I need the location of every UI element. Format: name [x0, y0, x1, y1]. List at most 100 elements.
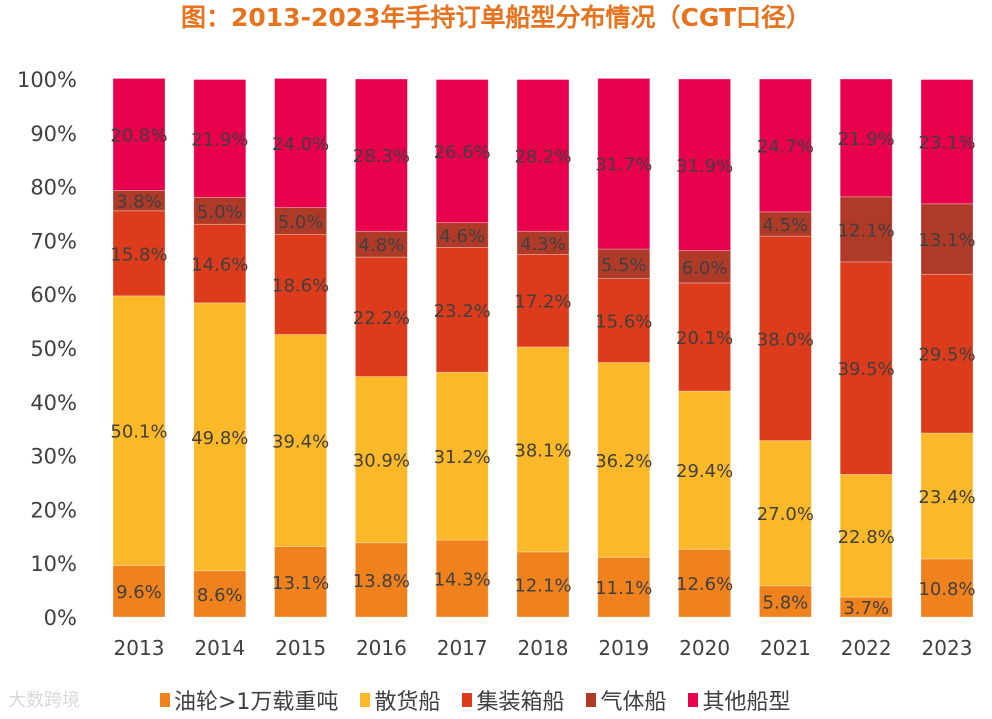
data-label: 23.2% — [434, 301, 491, 322]
data-label: 13.1% — [918, 230, 975, 251]
y-tick-label: 50% — [30, 337, 77, 361]
bar-segment — [759, 235, 812, 441]
stacked-bar-chart: 0% 10% 20% 30% 40% 50% 60% 70% 80% 90% 100% 9.6% 50.… — [17, 68, 976, 660]
data-label: 26.6% — [434, 142, 491, 163]
bar-segment — [597, 556, 651, 618]
data-label: 17.2% — [514, 292, 571, 313]
bar-segment — [354, 256, 408, 377]
bar-segment — [193, 302, 247, 572]
bar-segment — [920, 273, 974, 434]
data-label: 12.1% — [514, 575, 571, 596]
watermark-logo: 大数跨境 — [8, 690, 80, 711]
data-label: 23.4% — [918, 487, 975, 508]
bar-segment — [839, 261, 893, 475]
data-label: 12.1% — [838, 220, 895, 241]
y-tick-label: 20% — [30, 498, 77, 522]
bar-segment — [678, 390, 731, 550]
data-label: 13.1% — [272, 573, 329, 594]
bar-segment — [274, 334, 328, 547]
y-tick-label: 60% — [30, 283, 77, 307]
bar-segment — [274, 234, 328, 335]
x-tick-label: 2014 — [194, 636, 245, 660]
legend-label: 集装箱船 — [476, 690, 565, 715]
data-label: 4.6% — [439, 226, 485, 247]
bar-segment — [678, 282, 731, 392]
data-label: 23.1% — [918, 133, 975, 154]
data-label: 31.9% — [676, 156, 733, 177]
x-tick-label: 2015 — [275, 636, 326, 660]
data-label: 5.8% — [763, 592, 809, 613]
x-tick-label: 2023 — [922, 636, 973, 660]
bar-segment — [597, 78, 651, 250]
data-label: 11.1% — [595, 578, 652, 599]
legend-swatch — [462, 693, 473, 707]
bar-segment — [435, 222, 489, 248]
legend-label: 气体船 — [600, 690, 667, 715]
legend-item: 油轮>1万载重吨 — [160, 684, 338, 716]
bar-segment — [920, 558, 974, 618]
data-label: 22.8% — [838, 527, 895, 548]
legend-label: 其他船型 — [702, 690, 791, 715]
legend-swatch — [160, 693, 170, 707]
chart-title: 图：2013-2023年手持订单船型分布情况（CGT口径） — [180, 3, 812, 32]
bar-segment — [678, 548, 731, 618]
data-label: 10.8% — [918, 579, 975, 600]
y-tick-label: 80% — [30, 176, 77, 200]
bar-segment — [193, 79, 247, 198]
bar-segment — [435, 371, 489, 541]
data-label: 50.1% — [110, 422, 167, 443]
data-label: 28.3% — [353, 146, 410, 167]
bar-segment — [839, 474, 893, 598]
bar-segment — [274, 78, 328, 208]
bar-segment — [920, 432, 974, 560]
data-label: 15.6% — [595, 312, 652, 333]
legend-item: 集装箱船 — [462, 684, 564, 716]
data-label: 27.0% — [757, 504, 814, 525]
data-label: 39.4% — [272, 432, 329, 453]
data-label: 22.2% — [353, 308, 410, 329]
data-label: 13.8% — [353, 571, 410, 592]
data-label: 24.7% — [757, 136, 814, 157]
y-tick-label: 0% — [44, 606, 77, 630]
legend: 油轮>1万载重吨 散货船 集装箱船 气体船 其他船型 — [160, 684, 791, 716]
bar-segment — [759, 78, 812, 213]
bar-segment — [516, 79, 570, 232]
bar-segment — [112, 210, 166, 297]
bar-segment — [839, 196, 893, 263]
data-label: 4.8% — [359, 235, 405, 256]
data-label: 5.0% — [197, 202, 243, 223]
bar-segment — [354, 376, 408, 544]
data-label: 38.1% — [514, 440, 571, 461]
x-tick-label: 2020 — [679, 636, 730, 660]
x-tick-label: 2022 — [841, 636, 892, 660]
bar-segment — [112, 78, 166, 191]
data-label: 18.6% — [272, 276, 329, 297]
data-label: 49.8% — [191, 428, 248, 449]
data-label: 29.4% — [676, 461, 733, 482]
bar-segment — [112, 564, 166, 618]
bar-segment — [435, 539, 489, 618]
legend-swatch — [586, 693, 597, 707]
bar-segment — [759, 211, 812, 237]
data-label: 4.5% — [763, 215, 809, 236]
data-label: 20.8% — [110, 125, 167, 146]
x-tick-label: 2016 — [356, 636, 407, 660]
data-label: 31.2% — [434, 447, 491, 468]
data-label: 29.5% — [918, 345, 975, 366]
bar-segment — [516, 346, 570, 553]
bar-segment — [920, 79, 974, 205]
bar-segment — [678, 250, 731, 284]
x-tick-label: 2018 — [518, 636, 569, 660]
data-label: 3.7% — [843, 598, 889, 619]
legend-item: 气体船 — [586, 684, 666, 716]
x-tick-label: 2019 — [598, 636, 649, 660]
data-label: 8.6% — [197, 585, 243, 606]
bar-segment — [274, 207, 328, 235]
data-label: 31.7% — [595, 155, 652, 176]
bar-segment — [597, 278, 651, 363]
y-tick-label: 100% — [17, 68, 77, 92]
y-tick-label: 40% — [30, 391, 77, 415]
data-label: 14.3% — [434, 570, 491, 591]
bar-segment — [193, 570, 247, 618]
bar-segment — [435, 246, 489, 373]
